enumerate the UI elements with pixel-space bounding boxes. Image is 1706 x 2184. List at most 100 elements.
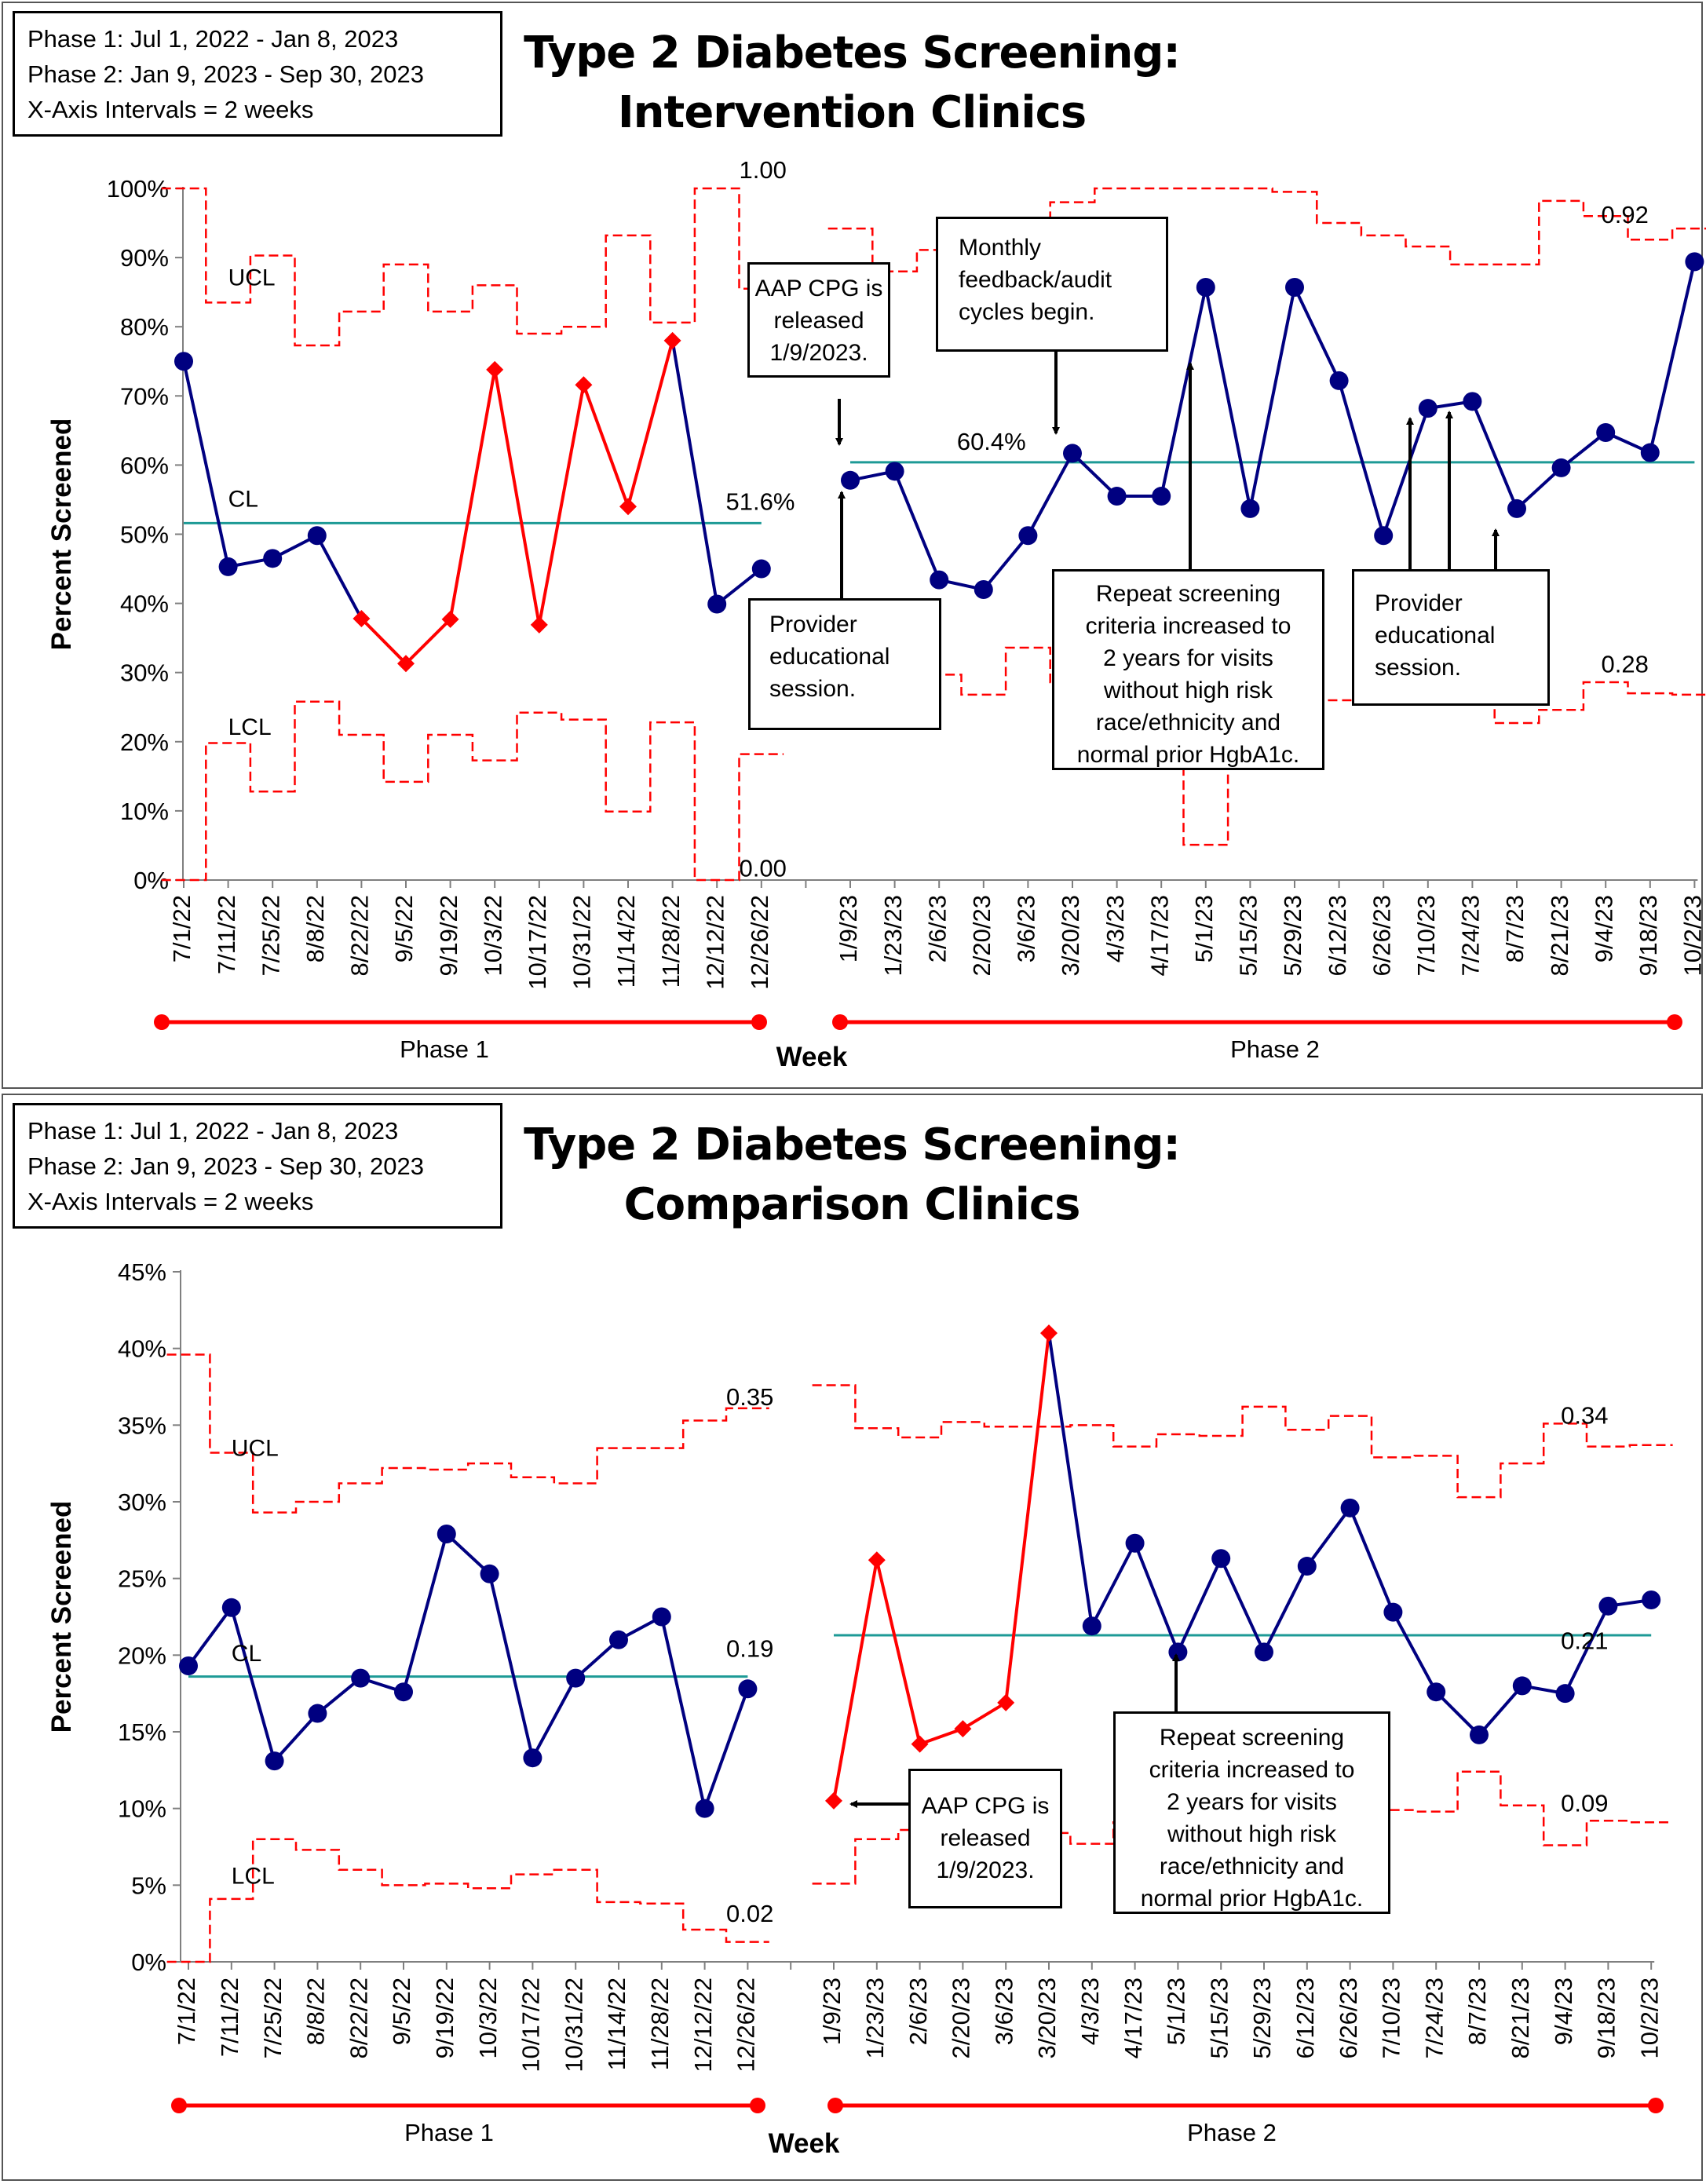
data-point xyxy=(1598,1596,1618,1616)
series-segment xyxy=(982,534,1029,591)
x-tick-label: 6/12/23 xyxy=(1291,1978,1319,2058)
series-segment xyxy=(360,617,407,665)
x-tick-label: 12/26/22 xyxy=(746,895,773,990)
series-segment xyxy=(875,1559,922,1745)
x-tick-label: 10/31/22 xyxy=(568,895,596,990)
data-point xyxy=(1255,1642,1273,1662)
y-tick-label: 20% xyxy=(118,1642,166,1669)
out-of-control-point xyxy=(868,1551,886,1569)
value-label: 0.92 xyxy=(1602,201,1649,228)
phase1-end-dot xyxy=(751,1014,767,1030)
comparison-control-chart: 0% 5% 10% 15% 20% 25% 30% 35% 40% 45% 7/1/22 7/11/2… xyxy=(46,1258,1673,2159)
y-tick-label: 80% xyxy=(120,313,169,341)
x-tick-label: 8/7/23 xyxy=(1463,1978,1491,2045)
x-tick-label: 1/9/23 xyxy=(835,895,862,962)
series-segment xyxy=(187,1606,233,1667)
value-label: 51.6% xyxy=(726,488,795,516)
phase2-end-dot xyxy=(1648,2098,1664,2113)
phase2-info: Phase 2: Jan 9, 2023 - Sep 30, 2023 xyxy=(27,1152,424,1180)
monthly-feedback-annotation: Monthly feedback/audit cycles begin. xyxy=(936,217,1168,352)
out-of-control-point xyxy=(486,360,504,378)
aap-cpg-annotation: AAP CPG is released 1/9/2023. xyxy=(747,262,890,378)
chart-title: Type 2 Diabetes Screening: Comparison Cl… xyxy=(471,1116,1233,1235)
x-tick-label: 5/15/23 xyxy=(1205,1978,1233,2058)
x-tick-label: 12/12/22 xyxy=(689,1978,717,2073)
data-point xyxy=(351,1668,371,1688)
phase2-label: Phase 2 xyxy=(1230,1035,1320,1063)
data-point xyxy=(1329,371,1349,390)
data-point xyxy=(437,1525,456,1544)
data-point xyxy=(1470,1725,1489,1744)
data-point xyxy=(885,462,904,481)
x-tick-label: 9/19/22 xyxy=(431,1978,458,2058)
x-tick-label: 1/23/23 xyxy=(861,1978,889,2058)
series-segment xyxy=(1090,1542,1137,1627)
out-of-control-point xyxy=(397,655,415,673)
y-tick-label: 40% xyxy=(120,590,169,618)
y-tick-label: 100% xyxy=(107,175,169,203)
title-line-1: Type 2 Diabetes Screening: xyxy=(524,1119,1181,1171)
series-segment xyxy=(1306,1507,1352,1568)
x-tick-label: 9/18/23 xyxy=(1635,895,1662,976)
lcl-limit-line xyxy=(166,1838,769,1963)
x-tick-label: 1/9/23 xyxy=(818,1978,846,2045)
x-tick-label: 3/6/23 xyxy=(1013,895,1040,962)
data-point xyxy=(751,559,771,579)
data-point xyxy=(1340,1498,1360,1517)
data-point xyxy=(1107,487,1127,506)
series-segment xyxy=(1348,1507,1395,1613)
data-point xyxy=(394,1682,413,1702)
series-segment xyxy=(1434,1690,1481,1737)
out-of-control-point xyxy=(353,609,371,627)
value-label: 1.00 xyxy=(740,156,787,184)
x-tick-label: 10/17/22 xyxy=(524,895,551,990)
data-point xyxy=(609,1630,628,1649)
data-point xyxy=(707,594,727,614)
x-tick-label: 12/26/22 xyxy=(732,1978,760,2073)
x-tick-label: 10/31/22 xyxy=(560,1978,587,2073)
data-point xyxy=(1685,252,1704,272)
x-tick-label: 10/3/22 xyxy=(474,1978,502,2058)
data-point xyxy=(738,1679,758,1699)
x-axis-title: Week xyxy=(776,1042,848,1072)
series-segment xyxy=(1648,261,1697,453)
x-tick-label: 9/5/22 xyxy=(390,895,418,962)
y-tick-label: 10% xyxy=(120,798,169,825)
phase1-info: Phase 1: Jul 1, 2022 - Jan 8, 2023 xyxy=(27,25,399,53)
ucl-label: UCL xyxy=(232,1435,279,1461)
x-tick-label: 9/18/23 xyxy=(1593,1978,1620,2058)
out-of-control-point xyxy=(530,615,548,634)
series-segment xyxy=(273,1712,319,1762)
x-tick-label: 6/26/23 xyxy=(1368,895,1395,976)
y-tick-label: 20% xyxy=(120,729,169,756)
x-tick-label: 9/4/23 xyxy=(1550,1978,1577,2045)
series-segment xyxy=(402,1533,448,1693)
x-tick-label: 7/10/23 xyxy=(1378,1978,1405,2058)
data-point xyxy=(1551,458,1571,477)
x-tick-label: 8/22/22 xyxy=(345,1978,372,2058)
x-tick-label: 10/2/23 xyxy=(1679,895,1706,976)
intervention-clinics-panel: Phase 1: Jul 1, 2022 - Jan 8, 2023 Phase… xyxy=(2,2,1706,1089)
cl-label: CL xyxy=(228,486,258,512)
y-tick-label: 5% xyxy=(131,1872,166,1899)
x-tick-label: 7/25/22 xyxy=(257,895,284,976)
series-segment xyxy=(531,1677,577,1759)
x-tick-label: 11/14/22 xyxy=(612,895,640,988)
x-tick-label: 4/3/23 xyxy=(1101,895,1129,962)
data-point xyxy=(218,557,238,576)
series-segment xyxy=(1248,287,1296,509)
series-segment xyxy=(703,1688,750,1810)
data-point xyxy=(1640,443,1660,462)
out-of-control-point xyxy=(441,610,459,628)
out-of-control-point xyxy=(825,1791,842,1810)
data-point xyxy=(1240,499,1260,518)
series-segment xyxy=(445,1532,491,1576)
series-segment xyxy=(1026,452,1074,537)
series-segment xyxy=(1176,1558,1223,1653)
x-tick-label: 12/12/22 xyxy=(701,895,729,990)
phase1-start-dot xyxy=(154,1014,170,1030)
value-label: 0.28 xyxy=(1602,651,1649,678)
x-tick-label: 5/15/23 xyxy=(1235,895,1262,976)
x-tick-label: 5/1/23 xyxy=(1163,1978,1190,2045)
series-segment xyxy=(582,384,630,507)
